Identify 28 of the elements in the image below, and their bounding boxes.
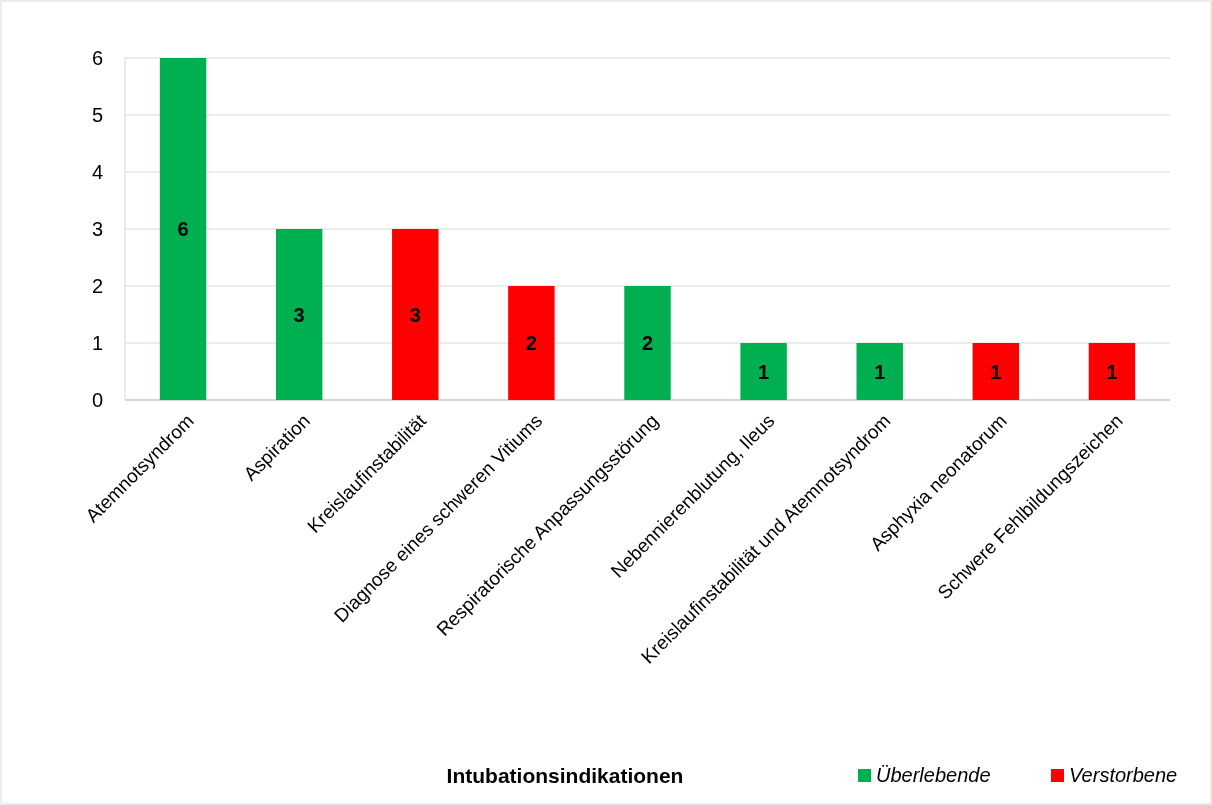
bar: [508, 286, 555, 400]
data-label: 1: [990, 360, 1002, 383]
data-label: 1: [758, 360, 770, 383]
y-tick-label: 6: [91, 47, 103, 69]
data-label: 2: [641, 332, 654, 354]
bar: [392, 229, 439, 400]
data-label: 2: [525, 332, 537, 354]
y-tick-label: 5: [91, 104, 103, 126]
bar: [275, 229, 323, 400]
bar: [740, 343, 787, 400]
data-label: 3: [293, 303, 305, 326]
y-tick-label: 3: [91, 218, 103, 240]
y-tick-label: 2: [91, 275, 103, 297]
data-label: 3: [409, 303, 421, 326]
y-tick-label: 1: [91, 332, 103, 354]
data-label: 1: [874, 360, 886, 383]
data-label: 6: [177, 218, 189, 240]
bar: [159, 58, 207, 400]
y-tick-label: 4: [91, 161, 103, 183]
legend-label: Verstorbene: [1069, 764, 1178, 786]
bar: [856, 343, 903, 400]
bar: [1088, 343, 1136, 400]
legend-label: Überlebende: [876, 764, 991, 786]
bar: [624, 286, 671, 400]
bar: [972, 343, 1020, 400]
data-label: 1: [1106, 360, 1118, 383]
y-tick-label: 0: [91, 389, 103, 411]
x-axis-title: Intubationsindikationen: [446, 764, 684, 787]
